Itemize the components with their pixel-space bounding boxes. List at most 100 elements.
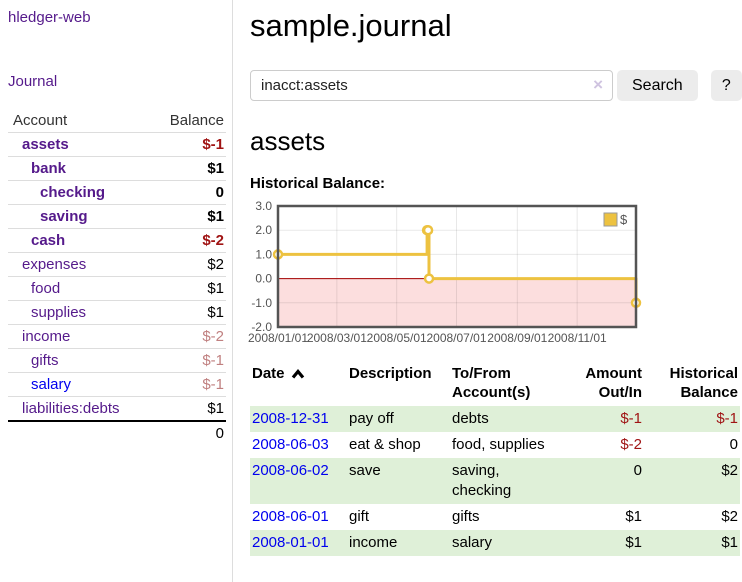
register-row: 2008-06-03 eat & shop food, supplies $-2 0 <box>250 432 740 458</box>
svg-text:2008/05/01: 2008/05/01 <box>367 331 427 345</box>
account-row: cash $-2 <box>8 228 226 253</box>
sidebar: hledger-web Journal Account Balance asse… <box>0 0 233 582</box>
sidebar-account-link[interactable]: cash <box>31 232 66 249</box>
account-balance: $2 <box>152 252 226 277</box>
account-balance: $1 <box>152 156 226 181</box>
transaction-amount: $1 <box>625 508 642 525</box>
sidebar-account-link[interactable]: assets <box>22 136 69 153</box>
svg-text:2.0: 2.0 <box>255 223 272 237</box>
app-brand-link[interactable]: hledger-web <box>8 9 91 26</box>
sidebar-account-link[interactable]: supplies <box>31 304 87 321</box>
transaction-accounts: debts <box>452 410 489 427</box>
transaction-amount: $-2 <box>620 436 642 453</box>
sidebar-item-journal[interactable]: Journal <box>8 73 58 90</box>
register-header-date[interactable]: Date <box>250 362 347 406</box>
transaction-balance: $2 <box>721 462 738 479</box>
transaction-balance: $2 <box>721 508 738 525</box>
transaction-date-link[interactable]: 2008-06-01 <box>252 508 329 525</box>
account-balance: $-2 <box>152 324 226 349</box>
register-row: 2008-06-01 gift gifts $1 $2 <box>250 504 740 530</box>
sidebar-account-link[interactable]: food <box>31 280 61 297</box>
search-button[interactable]: Search <box>617 70 698 101</box>
transaction-amount: $-1 <box>620 410 642 427</box>
accounts-total-value: 0 <box>152 420 226 445</box>
svg-text:2008/07/01: 2008/07/01 <box>426 331 486 345</box>
account-balance: $-1 <box>152 348 226 373</box>
register-header-balance: Historical Balance <box>669 365 738 401</box>
transaction-date-link[interactable]: 2008-01-01 <box>252 534 329 551</box>
account-row: assets $-1 <box>8 132 226 157</box>
account-row: income $-2 <box>8 324 226 349</box>
svg-text:1.0: 1.0 <box>255 247 272 261</box>
account-row: bank $1 <box>8 156 226 181</box>
account-balance: $1 <box>152 204 226 229</box>
accounts-table: Account Balance assets $-1 bank $1 checking 0… <box>8 109 226 445</box>
account-row: saving $1 <box>8 204 226 229</box>
transaction-amount: 0 <box>633 462 642 479</box>
sidebar-account-link[interactable]: expenses <box>22 256 87 273</box>
account-row: salary $-1 <box>8 372 226 397</box>
accounts-total-row: 0 <box>8 420 226 445</box>
sort-ascending-icon <box>291 369 304 379</box>
accounts-header-balance: Balance <box>169 112 224 129</box>
transaction-description: income <box>349 534 398 551</box>
transaction-date-link[interactable]: 2008-12-31 <box>252 410 329 427</box>
search-bar: × Search ? <box>250 70 742 101</box>
accounts-header-account: Account <box>13 112 68 129</box>
sidebar-account-link[interactable]: gifts <box>31 352 59 369</box>
account-balance: 0 <box>152 180 226 205</box>
svg-text:3.0: 3.0 <box>255 199 272 213</box>
transaction-balance: 0 <box>729 436 738 453</box>
chart-label: Historical Balance: <box>250 175 386 192</box>
sidebar-account-link[interactable]: salary <box>31 376 72 393</box>
transaction-date-link[interactable]: 2008-06-02 <box>252 462 329 479</box>
svg-text:2008/11/01: 2008/11/01 <box>548 331 607 345</box>
account-heading: assets <box>250 126 326 156</box>
register-table: Date Description To/From Account(s) Amou… <box>250 362 740 556</box>
account-balance: $1 <box>152 276 226 301</box>
sidebar-account-link[interactable]: saving <box>40 208 88 225</box>
svg-text:0.0: 0.0 <box>255 272 272 286</box>
help-button[interactable]: ? <box>710 70 742 101</box>
account-row: expenses $2 <box>8 252 226 277</box>
account-row: supplies $1 <box>8 300 226 325</box>
register-header-accounts: To/From Account(s) <box>452 365 531 401</box>
svg-text:2008/01/01: 2008/01/01 <box>248 331 308 345</box>
sidebar-account-link[interactable]: bank <box>31 160 67 177</box>
register-header-row: Date Description To/From Account(s) Amou… <box>250 362 740 406</box>
svg-text:-1.0: -1.0 <box>251 296 272 310</box>
svg-text:2008/09/01: 2008/09/01 <box>487 331 547 345</box>
transaction-date-link[interactable]: 2008-06-03 <box>252 436 329 453</box>
search-input[interactable] <box>250 70 613 101</box>
page-title: sample.journal <box>250 8 452 43</box>
clear-search-icon[interactable]: × <box>593 75 603 94</box>
transaction-description: eat & shop <box>349 436 421 453</box>
transaction-balance: $-1 <box>716 410 738 427</box>
transaction-accounts: salary <box>452 534 493 551</box>
account-balance: $-2 <box>152 228 226 253</box>
register-row: 2008-01-01 income salary $1 $1 <box>250 530 740 556</box>
sidebar-account-link[interactable]: liabilities:debts <box>22 400 120 417</box>
sidebar-account-link[interactable]: checking <box>40 184 106 201</box>
sidebar-account-link[interactable]: income <box>22 328 71 345</box>
register-header-description: Description <box>349 365 432 382</box>
transaction-accounts: gifts <box>452 508 480 525</box>
register-row: 2008-06-02 save saving, checking 0 $2 <box>250 458 740 504</box>
transaction-description: save <box>349 462 381 479</box>
transaction-balance: $1 <box>721 534 738 551</box>
account-balance: $-1 <box>152 372 226 397</box>
svg-text:-2.0: -2.0 <box>251 320 272 334</box>
transaction-accounts: saving, checking <box>452 462 512 499</box>
transaction-description: pay off <box>349 410 394 427</box>
transaction-accounts: food, supplies <box>452 436 545 453</box>
account-row: liabilities:debts $1 <box>8 396 226 421</box>
account-balance: $-1 <box>152 132 226 157</box>
account-row: food $1 <box>8 276 226 301</box>
balance-chart: $3.0 2.0 1.0 0.0 -1.0 -2.02008/01/012008/03/0… <box>248 199 642 345</box>
svg-text:$: $ <box>620 212 628 227</box>
account-row: checking 0 <box>8 180 226 205</box>
transaction-description: gift <box>349 508 370 525</box>
account-row: gifts $-1 <box>8 348 226 373</box>
account-balance: $1 <box>152 300 226 325</box>
main-content: sample.journal × Search ? assets Histori… <box>248 0 742 556</box>
